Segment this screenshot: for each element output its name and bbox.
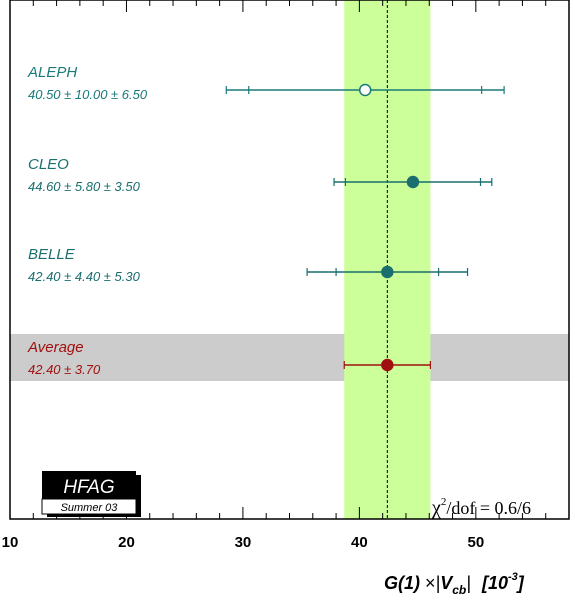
x-tick-label: 50 — [467, 534, 484, 551]
x-tick-labels: 10 20 30 40 50 — [2, 534, 485, 551]
hfag-badge-title: HFAG — [63, 477, 114, 498]
x-axis-title-bracket-open: [10 — [481, 573, 508, 593]
measurement-name: ALEPH — [27, 64, 77, 81]
measurement-average: Average 42.40 ± 3.70 — [27, 339, 432, 377]
data-point — [406, 175, 420, 189]
hfag-badge: HFAG Summer 03 — [41, 471, 141, 517]
chi2-symbol: χ — [431, 497, 441, 519]
x-axis-title-sub: cb — [452, 583, 466, 597]
x-axis-title: G(1) ×|Vcb| [10-3] — [384, 571, 525, 597]
chi2-text: /dof = 0.6/6 — [446, 498, 531, 518]
axis-ticks — [9, 0, 570, 519]
x-tick-label: 10 — [2, 534, 19, 551]
measurement-name: BELLE — [28, 246, 76, 263]
measurement-cleo: CLEO 44.60 ± 5.80 ± 3.50 — [28, 156, 493, 194]
measurement-rows: ALEPH 40.50 ± 10.00 ± 6.50 CLEO 44.60 ± 5.8… — [27, 64, 505, 377]
data-point — [381, 358, 394, 372]
measurement-aleph: ALEPH 40.50 ± 10.00 ± 6.50 — [27, 64, 505, 102]
x-axis-title-v: V — [440, 573, 454, 593]
hfag-badge-bottom — [41, 498, 137, 515]
hfag-badge-subtitle: Summer 03 — [61, 502, 119, 514]
measurement-value-text: 42.40 ± 4.40 ± 5.30 — [28, 269, 141, 284]
measurement-value-text: 42.40 ± 3.70 — [28, 362, 101, 377]
x-tick-label: 40 — [351, 534, 368, 551]
measurement-name: Average — [27, 339, 84, 356]
measurement-value-text: 40.50 ± 10.00 ± 6.50 — [28, 87, 148, 102]
measurement-name: CLEO — [28, 156, 69, 173]
x-axis-title-bar-right: | — [466, 573, 471, 593]
x-tick-label: 30 — [235, 534, 252, 551]
x-axis-title-times: × — [425, 573, 436, 593]
data-point — [358, 83, 372, 97]
chi2-superscript: 2 — [441, 496, 447, 508]
hfag-badge-top — [42, 471, 136, 499]
measurement-belle: BELLE 42.40 ± 4.40 ± 5.30 — [28, 246, 469, 284]
chi2-annotation: χ2/dof = 0.6/6 — [431, 496, 531, 519]
data-point — [381, 265, 394, 279]
x-axis-title-prefix: G(1) — [384, 573, 420, 593]
measurement-value-text: 44.60 ± 5.80 ± 3.50 — [28, 179, 141, 194]
plot-frame — [9, 0, 570, 520]
x-axis-title-bracket-close: ] — [516, 573, 525, 593]
x-axis-title-exp: -3 — [508, 571, 518, 583]
average-row-background — [10, 334, 569, 381]
x-tick-label: 20 — [118, 534, 135, 551]
x-axis-title-bar-left: | — [436, 573, 441, 593]
